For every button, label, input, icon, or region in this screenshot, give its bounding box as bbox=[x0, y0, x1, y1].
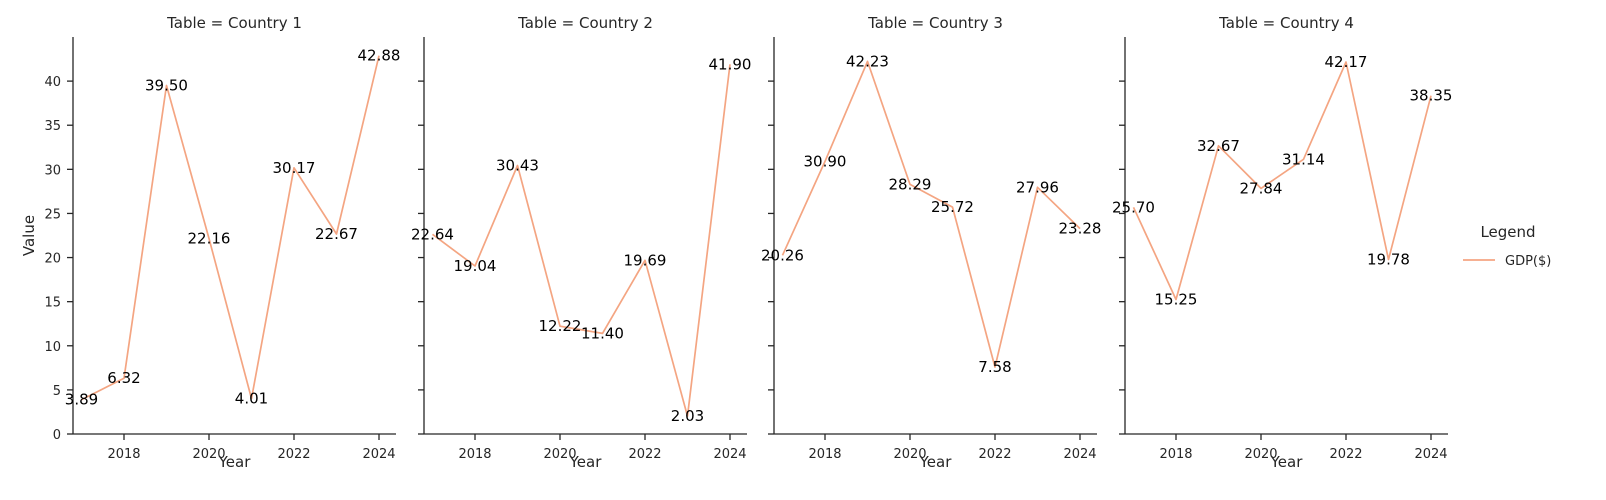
data-label: 22.67 bbox=[315, 225, 358, 243]
data-label: 42.23 bbox=[846, 52, 889, 70]
data-label: 31.14 bbox=[1282, 150, 1325, 168]
data-label: 28.29 bbox=[889, 175, 932, 193]
y-tick-label: 15 bbox=[44, 296, 61, 311]
data-label: 2.03 bbox=[671, 407, 704, 425]
x-axis-title: Year bbox=[569, 453, 603, 471]
data-label: 32.67 bbox=[1197, 137, 1240, 155]
data-label: 11.40 bbox=[581, 324, 624, 342]
legend-title: Legend bbox=[1480, 223, 1535, 241]
data-label: 15.25 bbox=[1155, 290, 1198, 308]
x-tick-label: 2024 bbox=[362, 447, 395, 462]
y-tick-label: 0 bbox=[53, 428, 61, 443]
x-axis-title: Year bbox=[1270, 453, 1304, 471]
y-tick-label: 20 bbox=[44, 252, 61, 267]
data-label: 25.72 bbox=[931, 198, 974, 216]
x-tick-label: 2022 bbox=[978, 447, 1011, 462]
data-label: 27.84 bbox=[1240, 179, 1283, 197]
y-tick-label: 30 bbox=[44, 163, 61, 178]
x-tick-label: 2022 bbox=[1329, 447, 1362, 462]
data-label: 19.69 bbox=[624, 251, 667, 269]
data-label: 30.17 bbox=[273, 159, 316, 177]
data-label: 22.64 bbox=[411, 225, 454, 243]
data-label: 4.01 bbox=[235, 390, 268, 408]
y-tick-label: 10 bbox=[44, 340, 61, 355]
x-tick-label: 2022 bbox=[277, 447, 310, 462]
panel-title: Table = Country 4 bbox=[1218, 14, 1354, 32]
data-label: 27.96 bbox=[1016, 178, 1059, 196]
series-line bbox=[431, 64, 731, 417]
data-label: 23.28 bbox=[1059, 220, 1102, 238]
data-label: 19.78 bbox=[1367, 250, 1410, 268]
data-label: 41.90 bbox=[709, 55, 752, 73]
panel-title: Table = Country 1 bbox=[166, 14, 302, 32]
data-label: 39.50 bbox=[145, 77, 188, 95]
x-tick-label: 2024 bbox=[1063, 447, 1096, 462]
x-tick-label: 2020 bbox=[192, 447, 225, 462]
y-axis-title: Value bbox=[20, 215, 38, 256]
y-tick-label: 25 bbox=[44, 207, 61, 222]
x-tick-label: 2018 bbox=[107, 447, 140, 462]
data-label: 42.88 bbox=[358, 47, 401, 65]
data-label: 7.58 bbox=[978, 358, 1011, 376]
series-line bbox=[781, 60, 1081, 368]
x-tick-label: 2022 bbox=[628, 447, 661, 462]
data-label: 25.70 bbox=[1112, 198, 1155, 216]
y-tick-label: 40 bbox=[44, 75, 61, 90]
panel-title: Table = Country 2 bbox=[517, 14, 653, 32]
data-label: 30.90 bbox=[804, 152, 847, 170]
data-label: 30.43 bbox=[496, 157, 539, 175]
x-tick-label: 2024 bbox=[1414, 447, 1447, 462]
data-label: 19.04 bbox=[454, 257, 497, 275]
x-tick-label: 2024 bbox=[713, 447, 746, 462]
series-line bbox=[1132, 61, 1432, 301]
x-axis-title: Year bbox=[218, 453, 252, 471]
x-tick-label: 2020 bbox=[1244, 447, 1277, 462]
data-label: 6.32 bbox=[107, 369, 140, 387]
data-label: 38.35 bbox=[1410, 87, 1453, 105]
x-tick-label: 2020 bbox=[893, 447, 926, 462]
series-line bbox=[81, 55, 380, 401]
y-tick-label: 5 bbox=[53, 384, 61, 399]
y-tick-label: 35 bbox=[44, 119, 61, 134]
data-label: 3.89 bbox=[65, 391, 98, 409]
x-tick-label: 2018 bbox=[458, 447, 491, 462]
x-tick-label: 2018 bbox=[808, 447, 841, 462]
data-label: 22.16 bbox=[188, 229, 231, 247]
data-label: 42.17 bbox=[1325, 53, 1368, 71]
data-label: 20.26 bbox=[761, 246, 804, 264]
panel-title: Table = Country 3 bbox=[867, 14, 1003, 32]
legend-label: GDP($) bbox=[1505, 254, 1551, 269]
data-label: 12.22 bbox=[539, 317, 582, 335]
x-axis-title: Year bbox=[919, 453, 953, 471]
x-tick-label: 2018 bbox=[1159, 447, 1192, 462]
x-tick-label: 2020 bbox=[543, 447, 576, 462]
